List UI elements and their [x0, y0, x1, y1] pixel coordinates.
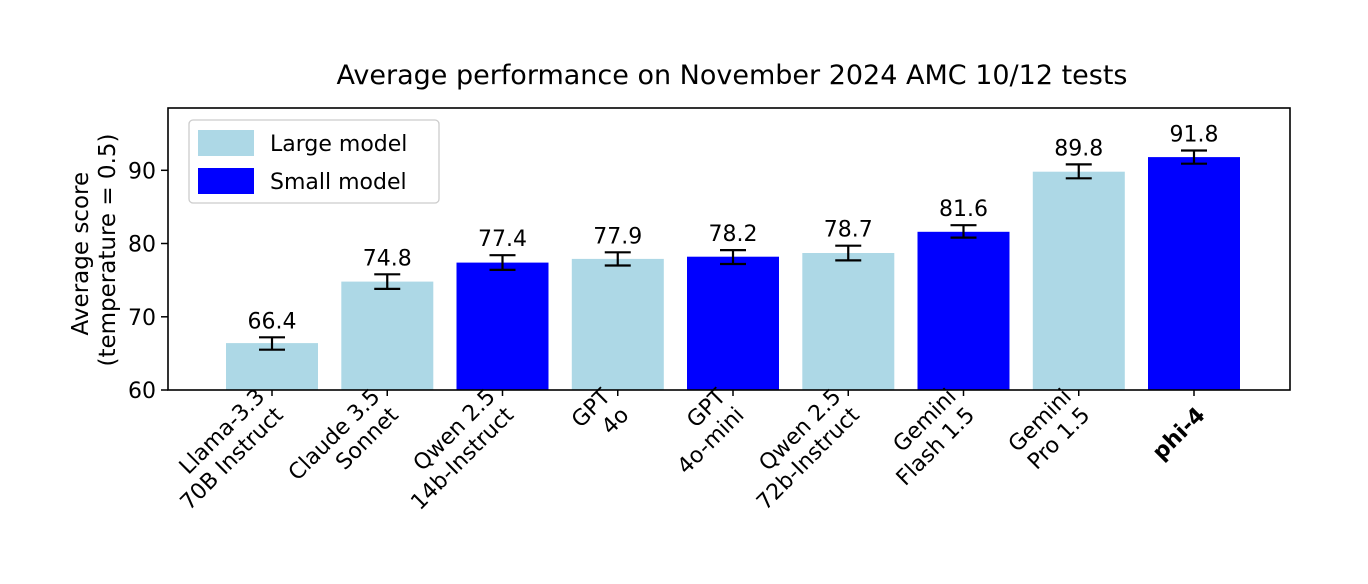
bar-6	[802, 253, 895, 390]
error-bar-4	[604, 251, 631, 267]
y-axis-label-line-1: Average score	[68, 172, 94, 336]
error-bar-6	[835, 244, 862, 262]
x-tick-label-4: GPT4o	[567, 384, 634, 451]
x-tick-label-6: Qwen 2.572b-Instruct	[734, 384, 865, 515]
x-tick-label-line: phi-4	[1148, 403, 1211, 466]
x-tick-label-5: GPT4o-mini	[654, 384, 749, 479]
legend: Large model Small model	[188, 119, 440, 204]
value-label-3: 77.4	[478, 227, 527, 252]
plot-area-frame	[167, 107, 1291, 391]
bar-3	[456, 262, 549, 390]
y-tick-label-4: 90	[128, 159, 156, 184]
y-axis-ticks: 60 70 80 90	[128, 159, 168, 404]
bar-2	[341, 281, 434, 390]
chart-title: Average performance on November 2024 AMC…	[336, 60, 1127, 91]
error-bars-group	[259, 149, 1207, 351]
error-bar-8	[1065, 163, 1092, 180]
value-label-8: 89.8	[1054, 136, 1103, 161]
x-tick-label-9: phi-4	[1148, 403, 1211, 466]
value-label-9: 91.8	[1170, 123, 1219, 148]
value-label-4: 77.9	[593, 224, 642, 249]
bar-7	[917, 231, 1010, 390]
legend-label-2: Small model	[270, 170, 407, 195]
y-axis-label-line-2: (temperature = 0.5)	[95, 134, 121, 367]
x-tick-label-1: Llama-3.370B Instruct	[157, 384, 288, 515]
value-label-7: 81.6	[939, 197, 988, 222]
y-axis-label: Average score (temperature = 0.5)	[68, 134, 121, 367]
x-tick-label-3: Qwen 2.514b-Instruct	[388, 384, 519, 515]
bar-4	[571, 258, 664, 390]
error-bar-2	[374, 273, 401, 290]
value-label-2: 74.8	[363, 246, 412, 271]
y-tick-label-3: 80	[128, 233, 156, 258]
bars-group	[226, 157, 1240, 390]
value-label-1: 66.4	[248, 309, 297, 334]
y-tick-label-2: 70	[128, 306, 156, 331]
value-labels-group: 66.4 74.8 77.4 77.9 78.2 78.7 81.6 89.8 91.8	[248, 123, 1219, 335]
error-bar-7	[950, 224, 977, 239]
legend-swatch-1	[198, 130, 254, 156]
error-bar-1	[259, 336, 285, 351]
error-bar-3	[489, 254, 516, 271]
error-bar-5	[720, 249, 746, 266]
value-label-6: 78.7	[824, 218, 873, 243]
x-tick-label-2: Claude 3.5Sonnet	[284, 384, 404, 504]
legend-label-1: Large model	[270, 132, 407, 157]
x-tick-label-7: GeminiFlash 1.5	[873, 384, 980, 491]
bar-9	[1148, 157, 1240, 390]
bar-5	[687, 256, 779, 390]
bar-1	[226, 343, 318, 390]
value-label-5: 78.2	[709, 222, 758, 247]
legend-swatch-2	[198, 168, 254, 194]
x-tick-label-8: GeminiPro 1.5	[1004, 384, 1095, 475]
bar-8	[1032, 171, 1125, 390]
error-bar-9	[1181, 149, 1207, 165]
y-tick-label-1: 60	[128, 379, 156, 404]
